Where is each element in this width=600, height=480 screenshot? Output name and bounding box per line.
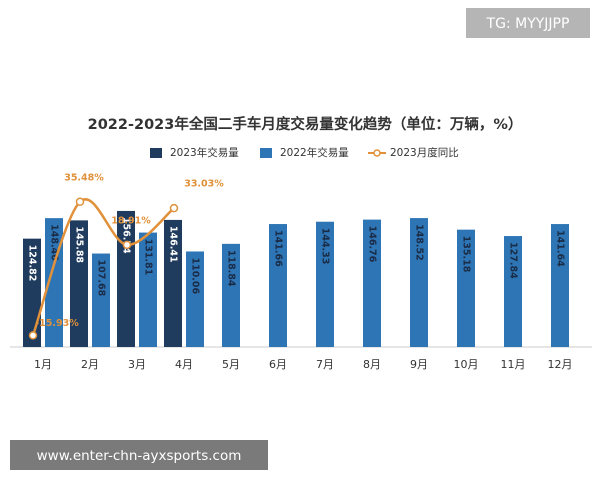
bar — [457, 229, 475, 347]
data-label: 107.68 — [96, 260, 107, 297]
x-tick-label: 11月 — [501, 358, 526, 371]
watermark: TG: MYYJJPP — [486, 16, 570, 32]
data-label: 144.33 — [320, 228, 331, 265]
line-point — [28, 331, 38, 340]
bar — [70, 220, 88, 347]
x-tick-label: 1月 — [34, 358, 52, 371]
bar — [92, 253, 110, 347]
data-label: 146.41 — [168, 226, 179, 263]
bar — [222, 243, 240, 347]
chart-title: 2022-2023年全国二手车月度交易量变化趋势（单位：万辆，%） — [88, 115, 523, 133]
bar — [269, 224, 287, 347]
legend-swatch — [150, 148, 162, 158]
data-label: 35.48% — [64, 172, 104, 183]
bar — [551, 224, 569, 347]
data-label: 135.18 — [461, 236, 472, 273]
data-label: 146.76 — [367, 226, 378, 263]
data-label: 118.84 — [226, 250, 237, 287]
bar — [363, 219, 381, 347]
legend-label: 2023年交易量 — [170, 146, 239, 159]
x-tick-label: 7月 — [316, 358, 334, 371]
data-label: 156.74 — [121, 217, 132, 254]
bar — [504, 236, 522, 347]
data-label: 141.66 — [273, 230, 284, 267]
data-label: 33.03% — [184, 179, 224, 190]
bar — [186, 251, 204, 347]
watermark: www.enter-chn-ayxsports.com — [37, 448, 242, 464]
data-label: 141.64 — [555, 230, 566, 267]
x-tick-label: 2月 — [81, 358, 99, 371]
bar — [410, 218, 428, 347]
line — [31, 198, 175, 336]
legend-label: 2023月度同比 — [390, 146, 459, 159]
x-tick-label: 10月 — [454, 358, 479, 371]
data-label: 131.81 — [143, 239, 154, 276]
watermark-box — [466, 8, 590, 38]
legend-swatch — [260, 148, 272, 158]
line-point — [169, 203, 179, 213]
x-tick-label: 9月 — [410, 358, 428, 371]
data-label: 127.84 — [508, 242, 519, 279]
bar — [139, 232, 157, 347]
legend-marker — [373, 149, 381, 157]
data-label: 124.82 — [27, 245, 38, 282]
data-label: 148.52 — [414, 224, 425, 261]
x-tick-label: 6月 — [269, 358, 287, 371]
watermark-box — [10, 440, 268, 470]
x-tick-label: 12月 — [548, 358, 573, 371]
line-point — [122, 240, 132, 250]
data-label: -15.93% — [35, 318, 79, 329]
x-tick-label: 4月 — [175, 358, 193, 371]
legend-label: 2022年交易量 — [280, 146, 349, 159]
x-tick-label: 5月 — [222, 358, 240, 371]
data-label: 18.91% — [111, 215, 151, 226]
bar — [164, 219, 182, 347]
line-point — [75, 197, 85, 207]
bar — [316, 221, 334, 347]
data-label: 145.88 — [74, 226, 85, 263]
x-tick-label: 8月 — [363, 358, 381, 371]
data-label: 148.46 — [49, 224, 60, 261]
x-tick-label: 3月 — [128, 358, 146, 371]
data-label: 110.06 — [190, 257, 201, 294]
